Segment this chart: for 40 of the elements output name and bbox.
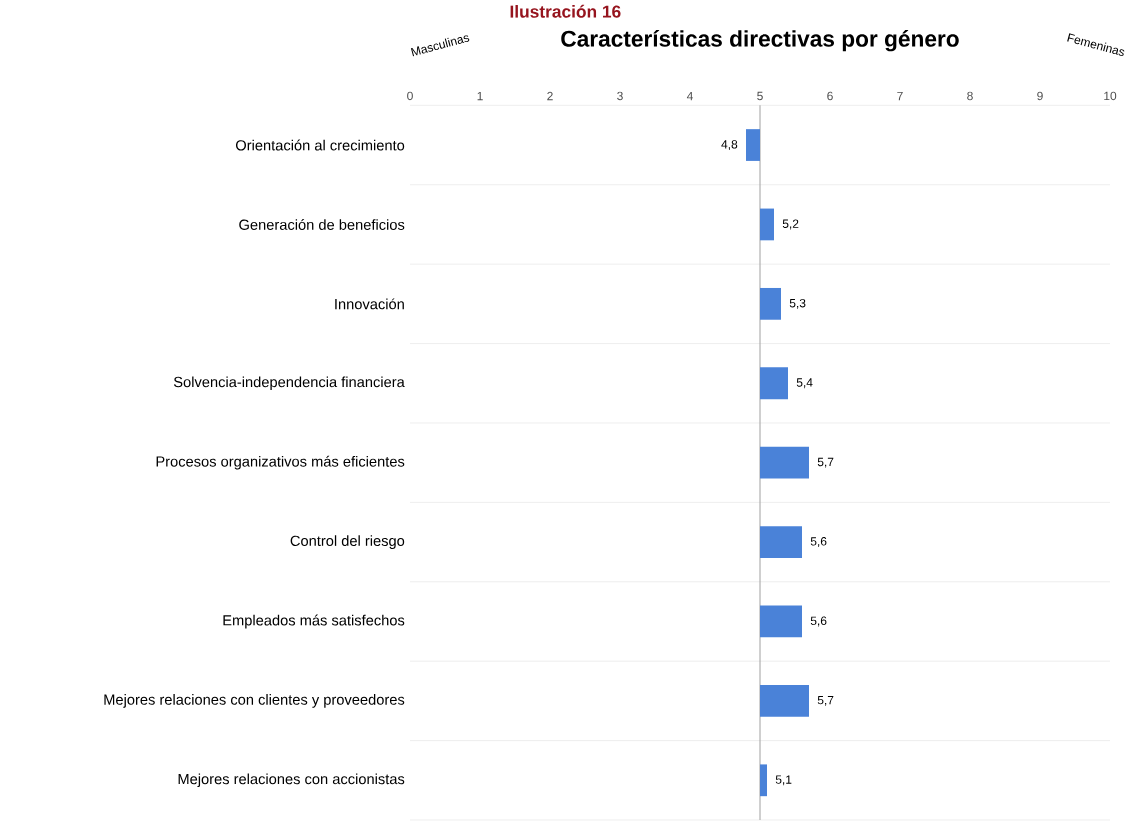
x-tick-label: 2 [547, 91, 553, 101]
data-label: 5,6 [810, 616, 827, 627]
x-tick-label: 1 [477, 91, 483, 101]
y-tick-label: Mejores relaciones con accionistas [178, 773, 405, 788]
data-label: 5,6 [810, 537, 827, 548]
bar [760, 287, 781, 320]
y-tick-label: Generación de beneficios [239, 218, 405, 230]
y-tick-label: Innovación [335, 298, 404, 310]
data-label: 5,7 [817, 457, 834, 468]
data-label: 4,8 [721, 140, 738, 150]
x-tick-label: 10 [1104, 91, 1117, 101]
y-tick-label: Orientación al crecimiento [235, 139, 405, 151]
x-tick-label: 5 [757, 91, 763, 101]
x-tick-label: 4 [686, 91, 693, 101]
data-label: 5,4 [796, 378, 813, 389]
bar [760, 526, 802, 558]
y-tick-label: Procesos organizativos más eficientes [156, 455, 405, 470]
x-tick-label: 3 [617, 91, 623, 101]
bar [760, 685, 809, 717]
y-tick-label: Control del riesgo [290, 535, 405, 549]
chart-title: Características directivas por género [561, 29, 959, 52]
bar [760, 446, 809, 479]
data-label: 5,3 [789, 298, 806, 309]
y-tick-label: Mejores relaciones con clientes y proveedores [104, 694, 405, 708]
data-label: 5,2 [782, 219, 799, 230]
x-tick-label: 8 [967, 91, 973, 101]
y-tick-label: Solvencia-independencia financiera [173, 376, 405, 391]
bar [760, 605, 802, 638]
x-tick-label: 7 [897, 91, 903, 101]
text: Ilustración 16 [510, 4, 621, 18]
data-label: 5,7 [817, 695, 834, 706]
x-tick-label: 6 [827, 91, 833, 101]
x-tick-label: 0 [407, 91, 413, 101]
y-tick-label: Empleados más satisfechos [223, 614, 405, 629]
bar [746, 129, 760, 161]
x-tick-label: 9 [1037, 91, 1043, 101]
bar [760, 764, 767, 797]
bar [760, 208, 774, 241]
bar [760, 367, 788, 400]
data-label: 5,1 [775, 775, 792, 786]
